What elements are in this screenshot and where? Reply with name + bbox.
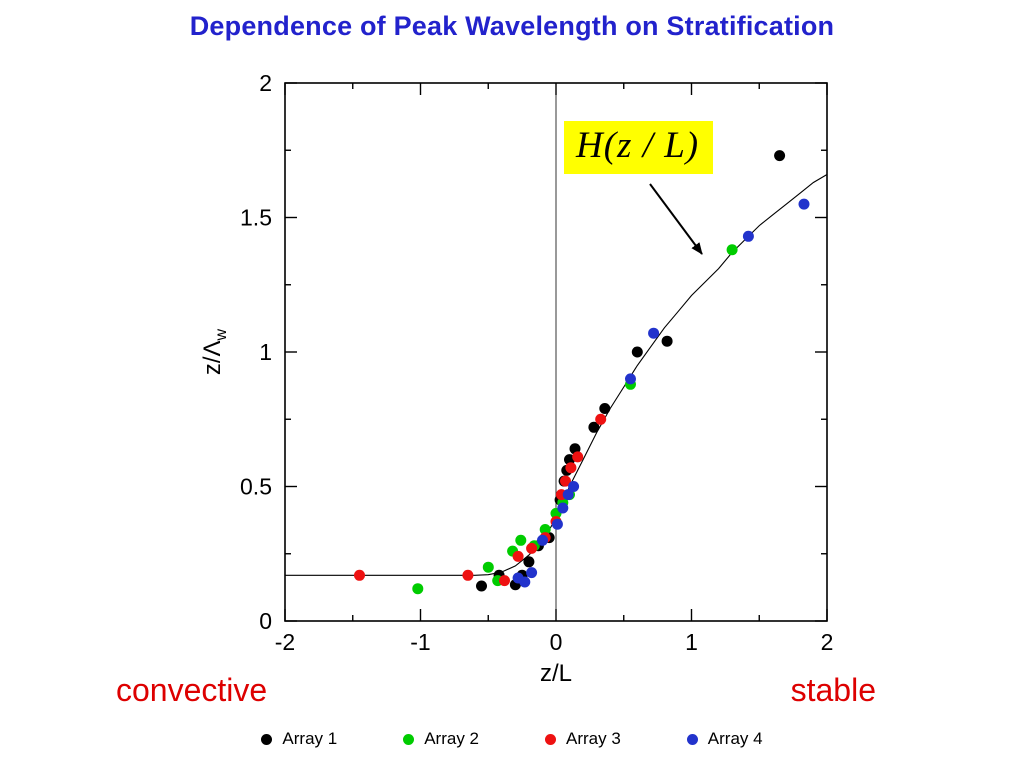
axis-ticks (284, 82, 828, 622)
y-tick-label: 0 (259, 608, 272, 634)
legend-dot-icon (403, 733, 415, 745)
legend-item-array-4: Array 4 (686, 729, 763, 749)
legend-item-array-3: Array 3 (545, 729, 621, 749)
data-point (588, 421, 600, 433)
data-point (599, 403, 611, 414)
data-point (412, 583, 424, 595)
chart-title: Dependence of Peak Wavelength on Stratif… (189, 11, 835, 41)
data-point (354, 569, 365, 581)
legend-label: Array 3 (566, 729, 621, 748)
data-point (726, 244, 738, 256)
series-array-2 (412, 244, 738, 595)
data-point (526, 542, 538, 554)
data-point (568, 481, 580, 492)
fit-curve (285, 174, 828, 576)
data-point (565, 462, 577, 474)
legend-label: Array 2 (424, 729, 479, 748)
curve-annotation-text: H(z / L) (576, 125, 700, 166)
regime-label-convective: convective (116, 672, 268, 708)
y-axis-label: z/Λw (199, 328, 230, 375)
y-tick-label: 0.5 (240, 474, 272, 500)
data-point (539, 524, 551, 535)
data-point (631, 346, 643, 358)
data-point (562, 489, 574, 501)
legend-dot-icon (261, 733, 273, 745)
x-tick-label: 2 (821, 629, 834, 655)
data-point (742, 230, 754, 242)
data-point (512, 550, 524, 562)
data-point (661, 335, 673, 347)
data-point (572, 451, 584, 463)
legend-dot-icon (545, 733, 556, 745)
data-point (499, 575, 510, 587)
tick-labels: -2 -1 0 1 2 0 0.5 1 1.5 2 (240, 70, 833, 655)
data-point (515, 534, 527, 546)
data-point (595, 413, 607, 425)
data-point (523, 556, 535, 568)
data-point (462, 569, 474, 581)
data-point (482, 561, 494, 573)
y-tick-label: 1 (259, 339, 272, 365)
legend-item-array-2: Array 2 (403, 729, 479, 749)
data-point (526, 567, 538, 579)
data-point (551, 518, 563, 530)
x-tick-label: -1 (410, 629, 430, 655)
x-tick-label: 1 (685, 629, 698, 655)
legend-label: Array 4 (707, 729, 763, 748)
series-array-1 (476, 150, 786, 592)
legend-item-array-1: Array 1 (261, 729, 337, 749)
data-point (519, 576, 531, 588)
annotation-arrow-icon (649, 183, 703, 255)
y-tick-label: 1.5 (240, 205, 272, 231)
x-tick-label: -2 (275, 629, 295, 655)
x-tick-label: 0 (550, 629, 563, 655)
data-point (476, 580, 487, 592)
data-point (774, 150, 786, 162)
legend-label: Array 1 (282, 729, 338, 748)
data-point (798, 198, 810, 210)
curve-annotation: H(z / L) (564, 121, 714, 174)
data-point (537, 534, 548, 546)
legend-dot-icon (686, 733, 698, 745)
data-point (557, 502, 569, 514)
data-point (560, 475, 571, 487)
y-tick-label: 2 (259, 70, 272, 96)
data-point (648, 327, 660, 339)
data-point (625, 373, 636, 385)
series-array-4 (512, 198, 810, 588)
legend: Array 1 Array 2 Array 3 Array 4 (0, 729, 1024, 749)
x-axis-label: z/L (540, 660, 572, 687)
regime-label-stable: stable (790, 672, 876, 708)
